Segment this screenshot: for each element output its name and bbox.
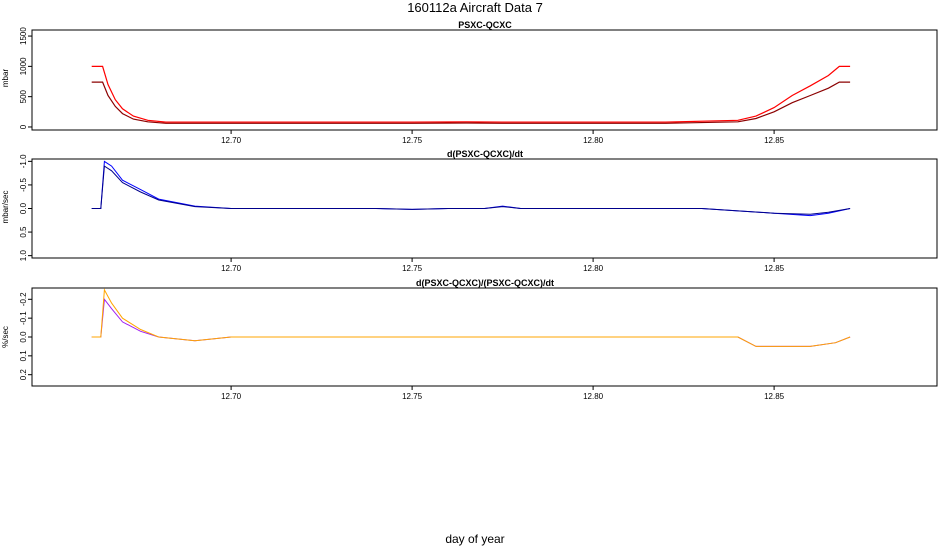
y-tick-label: -0.2 [19, 292, 28, 306]
x-tick-label: 12.70 [221, 136, 242, 145]
x-tick-label: 12.85 [764, 136, 785, 145]
series-group-psxc-qcxc [91, 65, 851, 124]
axes-relative-dpdt: 12.70 12.75 12.80 12.85 -0.2 -0.1 0.0 0.1 0.2 [19, 292, 785, 401]
y-tick-label: 0.1 [19, 350, 28, 362]
series-line-dpdt-1 [91, 165, 851, 215]
x-axis-title: day of year [445, 532, 504, 546]
y-tick-label: 0.5 [19, 226, 28, 238]
series-line-relative-dpdt-1 [91, 288, 851, 347]
panel-dpdt: d(PSXC-QCXC)/dt mbar/sec 12.70 12.75 12.80… [1, 149, 938, 273]
x-tick-label: 12.80 [583, 392, 604, 401]
y-tick-label: -1.0 [19, 154, 28, 168]
axes-psxc-qcxc: 12.70 12.75 12.80 12.85 0 500 1000 1500 [19, 27, 785, 145]
panel-title-dpdt: d(PSXC-QCXC)/dt [447, 149, 523, 159]
series-group-dpdt [91, 160, 851, 217]
x-tick-label: 12.85 [764, 264, 785, 273]
y-tick-label: 1500 [19, 27, 28, 45]
plot-frame-psxc-qcxc [31, 29, 938, 131]
panel-psxc-qcxc: PSXC-QCXC mbar 12.70 12.75 12.80 12.8505001… [1, 20, 938, 145]
x-tick-label: 12.80 [583, 136, 604, 145]
x-tick-label: 12.70 [221, 392, 242, 401]
x-tick-label: 12.75 [402, 136, 423, 145]
panel-title-psxc-qcxc: PSXC-QCXC [458, 20, 512, 30]
x-tick-label: 12.85 [764, 392, 785, 401]
series-line-psxc-qcxc-1 [91, 81, 851, 124]
y-tick-label: -0.5 [19, 177, 28, 191]
y-axis-label-mbar: mbar [1, 69, 10, 88]
y-tick-label: 1.0 [19, 250, 28, 262]
series-group-relative-dpdt [91, 288, 851, 347]
panel-title-relative-dpdt: d(PSXC-QCXC)/(PSXC-QCXC)/dt [416, 278, 554, 288]
y-axis-label-mbar-sec: mbar/sec [1, 191, 10, 224]
y-tick-label: 1000 [19, 57, 28, 75]
y-tick-label: 0.2 [19, 369, 28, 381]
y-tick-label: -0.1 [19, 311, 28, 325]
series-line-psxc-qcxc-0 [91, 65, 851, 123]
y-tick-label: 0.0 [19, 202, 28, 214]
panel-relative-dpdt: d(PSXC-QCXC)/(PSXC-QCXC)/dt %/sec 12.70 1… [1, 278, 938, 401]
y-axis-label-percent-sec: %/sec [1, 326, 10, 348]
page-title: 160112a Aircraft Data 7 [407, 0, 543, 15]
y-tick-label: 500 [19, 89, 28, 103]
y-tick-label: 0 [19, 124, 28, 129]
x-tick-label: 12.80 [583, 264, 604, 273]
x-tick-label: 12.75 [402, 264, 423, 273]
x-tick-label: 12.70 [221, 264, 242, 273]
y-tick-label: 0.0 [19, 331, 28, 343]
x-tick-label: 12.75 [402, 392, 423, 401]
axes-dpdt: 12.70 12.75 12.80 12.85 -1.0 -0.5 0.0 0.5 1.0 [19, 154, 785, 273]
